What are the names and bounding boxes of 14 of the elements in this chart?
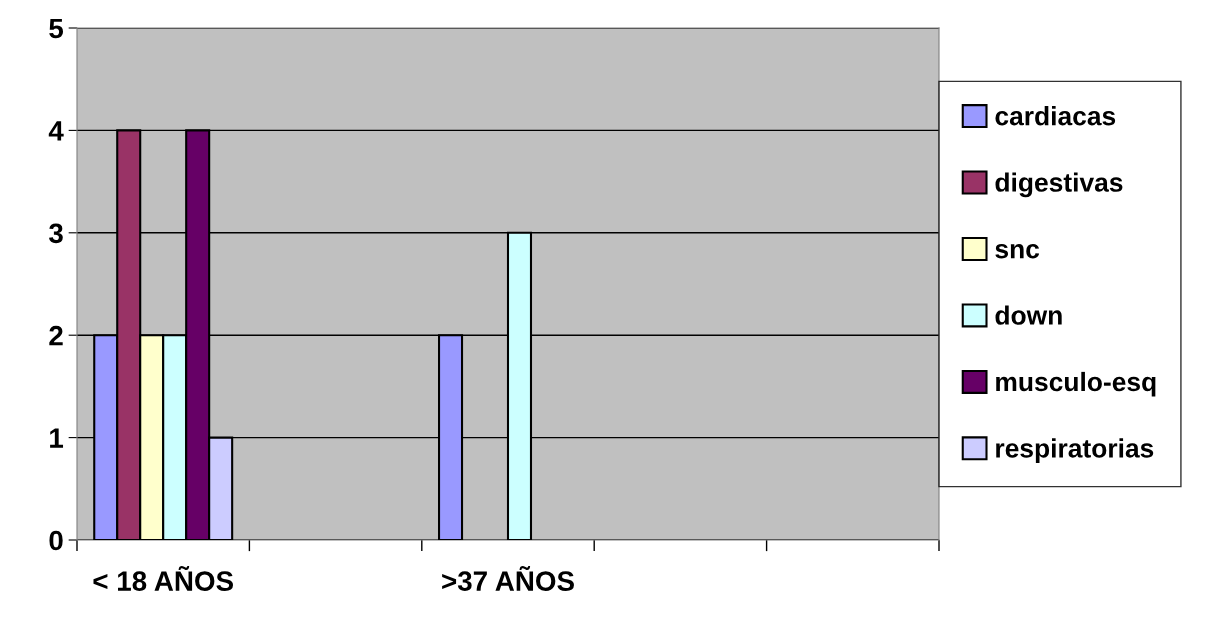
legend-label: down [995,305,1062,325]
legend-label: digestivas [995,172,1123,198]
y-tick-label: 5 [49,18,64,39]
x-tick-label: >37 AÑOS [442,565,574,591]
legend-label: snc [995,243,1040,259]
legend-label: respiratorias [996,438,1154,463]
y-tick-label: 4 [48,121,64,141]
y-tick-label: 2 [49,325,63,346]
legend-label: musculo-esq [996,371,1156,397]
y-tick-label: 0 [49,530,63,551]
legend-label: cardiacas [995,106,1116,126]
x-tick-label: < 18 AÑOS [93,565,233,591]
y-tick-label: 3 [49,223,63,244]
y-tick-label: 1 [50,428,64,448]
